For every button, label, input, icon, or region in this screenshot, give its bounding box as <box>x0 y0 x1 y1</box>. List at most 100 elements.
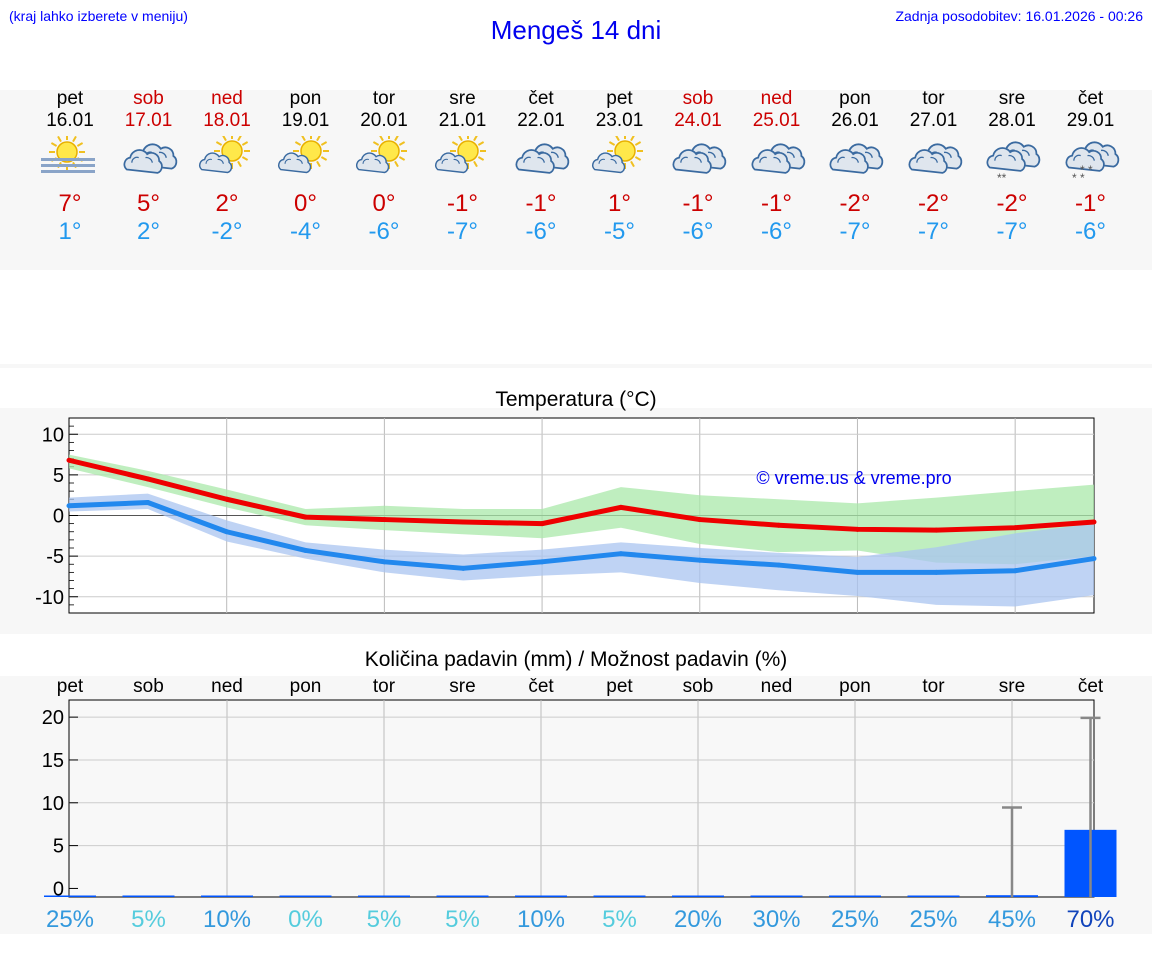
data-point <box>66 503 72 509</box>
min-temperature: -7° <box>447 218 478 245</box>
day-date: 22.01 <box>517 110 565 131</box>
precip-probability: 25% <box>46 906 94 933</box>
range-band <box>69 454 1094 565</box>
day-date: 29.01 <box>1066 110 1115 131</box>
min-temperature: -4° <box>290 218 321 245</box>
y-tick-label: 10 <box>42 424 64 446</box>
svg-text:* *: * * <box>1080 163 1093 177</box>
precip-bar <box>907 895 960 897</box>
forecast-panel <box>0 90 1152 270</box>
cloudy-icon <box>672 143 727 174</box>
precip-bar <box>122 895 175 897</box>
data-point <box>1091 519 1097 525</box>
day-column: čet 29.01 * * * * -1° -6° <box>1052 88 1130 246</box>
min-temperature: 2° <box>137 218 160 245</box>
day-name: sob <box>133 88 164 109</box>
category-label: ned <box>211 676 243 697</box>
data-point <box>854 569 860 575</box>
max-temperature: 7° <box>58 190 82 217</box>
cloudy-icon <box>123 143 177 174</box>
day-date: 25.01 <box>752 110 801 131</box>
range-band <box>69 493 1094 607</box>
min-temperature: 1° <box>58 218 82 245</box>
data-point <box>145 476 151 482</box>
day-name: pon <box>289 88 322 109</box>
day-date: 26.01 <box>831 110 879 131</box>
day-column: pet 23.01 1° -5° <box>581 88 659 246</box>
day-column: sob 17.01 5° 2° <box>110 88 188 246</box>
min-temperature: -7° <box>996 218 1028 245</box>
y-tick-label: 15 <box>42 750 64 772</box>
day-date: 24.01 <box>674 110 722 131</box>
precip-bar <box>515 895 567 897</box>
y-tick-label: 5 <box>53 836 64 858</box>
min-temperature: -6° <box>682 218 714 245</box>
page-title: Mengeš 14 dni <box>490 15 662 45</box>
precip-probability: 5% <box>602 906 637 933</box>
max-temperature: -1° <box>761 190 792 217</box>
min-temperature: -7° <box>918 218 949 245</box>
precip-probability: 30% <box>752 906 800 933</box>
max-temperature: -1° <box>525 190 557 217</box>
precipitation-chart: pet sob ned pon tor sre čet pet sob ned pon tor sre č… <box>42 676 1117 933</box>
partly-cloudy-icon <box>277 136 329 174</box>
light-snow-icon: ** <box>986 141 1041 182</box>
precip-bar <box>358 895 410 897</box>
data-point <box>303 514 309 520</box>
precip-bar <box>201 895 253 897</box>
day-date: 20.01 <box>360 110 408 131</box>
day-name: pet <box>56 88 84 109</box>
category-label: pon <box>290 676 322 697</box>
data-point <box>697 517 703 523</box>
day-name: tor <box>372 88 396 109</box>
category-label: ned <box>761 676 793 697</box>
day-name: pon <box>839 88 871 109</box>
day-name: ned <box>760 88 793 109</box>
min-temperature: -6° <box>525 218 557 245</box>
data-point <box>933 569 939 575</box>
max-temperature: -2° <box>918 190 949 217</box>
day-column: pet 16.01 7° 1° <box>31 88 109 246</box>
day-name: čet <box>528 88 554 109</box>
sun-fog-icon <box>41 136 95 173</box>
category-label: pon <box>839 676 871 697</box>
plot-area <box>68 699 1095 898</box>
data-point <box>1012 525 1018 531</box>
precip-probability: 70% <box>1066 906 1114 933</box>
data-point <box>303 547 309 553</box>
category-label: sre <box>999 676 1025 697</box>
precip-bar <box>44 895 96 897</box>
max-temperature: -1° <box>447 190 478 217</box>
day-column: čet 22.01 -1° -6° <box>502 88 580 246</box>
day-name: čet <box>1077 88 1104 109</box>
data-point <box>460 565 466 571</box>
day-date: 27.01 <box>909 110 958 131</box>
category-label: sre <box>449 676 475 697</box>
temperature-line <box>68 457 1095 533</box>
data-point <box>1012 568 1018 574</box>
min-temperature: -6° <box>761 218 792 245</box>
category-label: čet <box>528 676 554 697</box>
menu-hint[interactable]: (kraj lahko izberete v meniju) <box>9 8 188 24</box>
min-temperature: -6° <box>368 218 400 245</box>
day-name: sre <box>449 88 476 109</box>
precip-probability: 5% <box>367 906 402 933</box>
min-temperature: -5° <box>604 218 635 245</box>
day-date: 18.01 <box>203 110 251 131</box>
precip-bar <box>436 895 489 897</box>
day-name: sre <box>998 88 1026 109</box>
day-column: pon 26.01 -2° -7° <box>816 88 894 246</box>
category-label: tor <box>922 676 945 697</box>
data-point <box>776 522 782 528</box>
temperature-chart-title: Temperatura (°C) <box>495 388 657 411</box>
day-date: 28.01 <box>988 110 1036 131</box>
data-point <box>460 519 466 525</box>
day-name: sob <box>682 88 714 109</box>
precip-probability: 0% <box>288 906 323 933</box>
snow-icon: * ** * <box>1065 141 1119 182</box>
cloudy-icon <box>751 143 805 174</box>
data-point <box>145 500 151 505</box>
day-date: 23.01 <box>595 110 644 131</box>
day-column: tor 27.01 -2° -7° <box>895 88 973 246</box>
precip-bar <box>593 895 646 897</box>
